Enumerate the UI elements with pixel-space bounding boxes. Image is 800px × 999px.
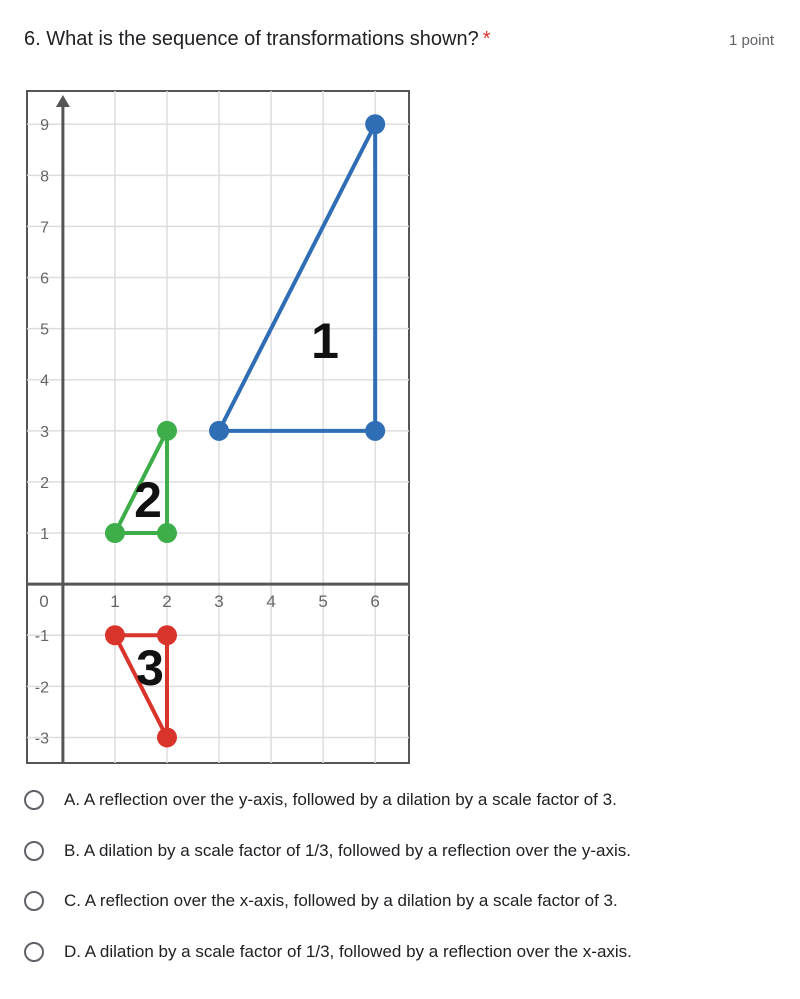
x-tick-label: 3	[214, 592, 223, 611]
vertex	[104, 625, 125, 646]
vertex	[209, 420, 230, 441]
vertex	[156, 625, 177, 646]
option-label: C. A reflection over the x-axis, followe…	[64, 891, 618, 910]
points: 1 point	[728, 32, 774, 49]
question-title: 6. What is the sequence of transformatio…	[24, 28, 490, 51]
x-tick-label: 4	[266, 592, 275, 611]
radio-button[interactable]	[24, 790, 44, 810]
required-marker: *	[482, 28, 491, 50]
triangle-label: 3	[136, 640, 164, 696]
vertex	[156, 420, 177, 441]
triangle	[112, 428, 169, 536]
y-axis-arrow	[55, 95, 70, 107]
option-label: B. A dilation by a scale factor of 1/3, …	[64, 840, 631, 860]
option[interactable]: C. A reflection over the x-axis, followe…	[24, 886, 618, 916]
triangle	[217, 122, 378, 433]
radio-button[interactable]	[24, 840, 44, 861]
y-tick-label: -3	[35, 730, 49, 747]
y-tick-label: 9	[40, 117, 49, 134]
y-tick-label: 5	[40, 322, 49, 339]
triangle-label: 2	[134, 472, 162, 528]
option[interactable]: B. A dilation by a scale factor of 1/3, …	[24, 836, 631, 866]
option-label: D. A dilation by a scale factor of 1/3, …	[64, 941, 632, 961]
y-tick-label: 7	[40, 219, 49, 236]
triangle-label: 1	[311, 313, 339, 369]
x-tick-label: 5	[318, 592, 327, 611]
vertex	[365, 114, 386, 135]
y-tick-label: 8	[40, 168, 49, 185]
radio-button[interactable]	[24, 941, 44, 962]
x-tick-label: 6	[370, 592, 379, 611]
option-label: A. A reflection over the y-axis, followe…	[64, 790, 617, 809]
triangle	[112, 633, 169, 740]
x-tick-label: 2	[162, 592, 171, 611]
y-tick-label: 2	[40, 475, 49, 492]
x-tick-label: 1	[110, 592, 119, 611]
y-tick-label: 6	[40, 271, 49, 288]
vertex	[104, 523, 125, 544]
y-tick-label: 3	[40, 424, 49, 441]
vertex	[365, 420, 386, 441]
origin-label: 0	[39, 592, 48, 611]
y-tick-label: -2	[35, 679, 49, 696]
vertex	[156, 727, 177, 748]
vertex	[156, 523, 177, 544]
question-text: 6. What is the sequence of transformatio…	[24, 28, 479, 50]
radio-button[interactable]	[24, 891, 44, 911]
y-tick-label: 1	[40, 526, 49, 543]
y-tick-label: -1	[35, 628, 49, 645]
y-tick-label: 4	[40, 373, 49, 390]
option[interactable]: A. A reflection over the y-axis, followe…	[24, 785, 617, 815]
option[interactable]: D. A dilation by a scale factor of 1/3, …	[24, 937, 632, 967]
